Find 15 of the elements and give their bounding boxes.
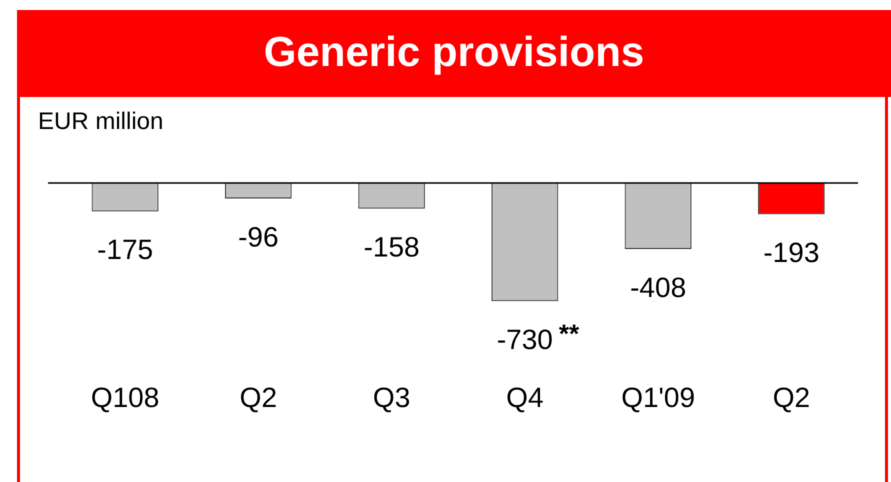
annotation: ** bbox=[558, 318, 580, 348]
x-tick-label: Q108 bbox=[90, 382, 160, 414]
data-label: -408 bbox=[630, 272, 686, 303]
data-label: -193 bbox=[763, 236, 820, 268]
data-label: -96 bbox=[238, 221, 279, 252]
x-tick-label: Q2 bbox=[240, 382, 278, 414]
x-tick-label: Q2 bbox=[772, 382, 810, 414]
y-axis-title: EUR million bbox=[38, 108, 164, 136]
x-tick-label: Q3 bbox=[372, 382, 410, 414]
data-label: -158 bbox=[364, 231, 420, 262]
data-label: -175 bbox=[97, 234, 154, 266]
data-label: -730 bbox=[496, 324, 553, 355]
x-tick-label: Q4 bbox=[506, 382, 544, 414]
x-tick-label: Q1'09 bbox=[621, 382, 696, 414]
chart-title: Generic provisions bbox=[17, 10, 891, 97]
